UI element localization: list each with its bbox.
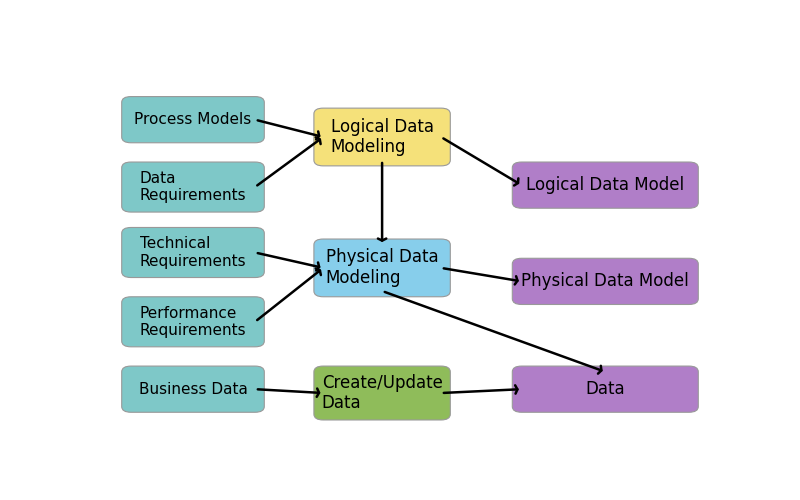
- Text: Process Models: Process Models: [134, 112, 252, 127]
- FancyBboxPatch shape: [122, 297, 264, 347]
- Text: Create/Update
Data: Create/Update Data: [322, 374, 442, 412]
- Text: Performance
Requirements: Performance Requirements: [140, 306, 246, 338]
- Text: Logical Data
Modeling: Logical Data Modeling: [330, 118, 434, 156]
- FancyBboxPatch shape: [512, 162, 698, 208]
- Text: Data: Data: [586, 380, 625, 398]
- Text: Technical
Requirements: Technical Requirements: [140, 236, 246, 268]
- Text: Business Data: Business Data: [138, 382, 247, 396]
- FancyBboxPatch shape: [512, 366, 698, 412]
- FancyBboxPatch shape: [122, 96, 264, 143]
- Text: Physical Data Model: Physical Data Model: [522, 272, 689, 290]
- FancyBboxPatch shape: [314, 108, 450, 166]
- FancyBboxPatch shape: [314, 239, 450, 297]
- FancyBboxPatch shape: [314, 366, 450, 420]
- Text: Logical Data Model: Logical Data Model: [526, 176, 684, 194]
- Text: Physical Data
Modeling: Physical Data Modeling: [326, 248, 438, 288]
- FancyBboxPatch shape: [122, 162, 264, 212]
- FancyBboxPatch shape: [122, 366, 264, 412]
- FancyBboxPatch shape: [122, 228, 264, 278]
- Text: Data
Requirements: Data Requirements: [140, 171, 246, 203]
- FancyBboxPatch shape: [512, 258, 698, 304]
